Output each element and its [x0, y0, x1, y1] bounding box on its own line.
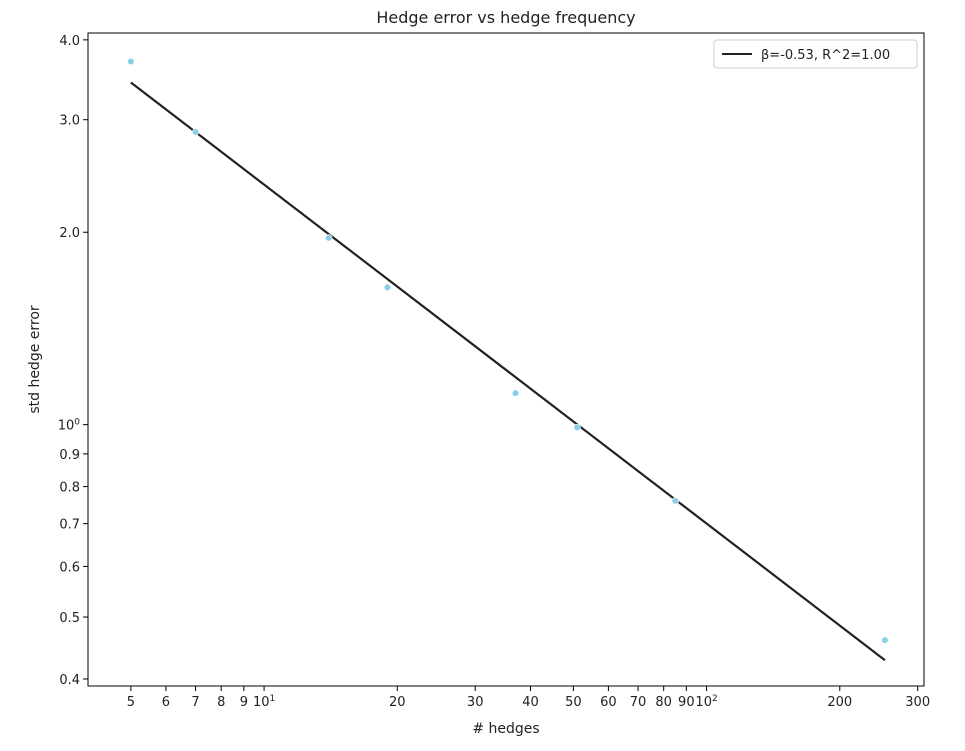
y-axis-label: std hedge error	[27, 305, 43, 414]
fit-line	[130, 81, 886, 662]
y-tick-label: 100	[58, 418, 81, 434]
legend-box	[713, 39, 918, 69]
data-point	[383, 283, 392, 291]
y-tick-label: 0.4	[59, 673, 80, 688]
x-tick-label: 70	[630, 695, 647, 710]
data-point	[573, 423, 581, 432]
x-tick-label: 7	[191, 695, 199, 710]
y-tick-label: 0.7	[59, 518, 80, 533]
data-point	[127, 57, 135, 66]
x-tick-label: 9	[240, 695, 248, 710]
legend-label: β=-0.53, R^2=1.00	[761, 48, 890, 63]
x-tick-label: 8	[217, 695, 225, 710]
y-axis-ticks: 0.4 0.5 0.6 0.7 0.8 0.9 100 2.0 3.0 4.0	[58, 34, 88, 688]
x-tick-label: 20	[389, 695, 406, 710]
x-tick-label: 50	[565, 695, 582, 710]
x-axis-ticks: 5 6 7 8 9 101 20 30 40 50 60 70 80 90 102 200 300	[127, 686, 930, 710]
y-tick-label: 0.9	[59, 448, 80, 463]
x-tick-label: 60	[600, 695, 617, 710]
series-layer	[127, 57, 889, 662]
x-tick-label: 300	[905, 695, 930, 710]
data-point	[881, 636, 889, 644]
data-point	[191, 128, 200, 136]
x-tick-label: 90	[678, 695, 695, 710]
legend: β=-0.53, R^2=1.00	[713, 39, 918, 69]
y-tick-label: 3.0	[59, 114, 80, 129]
x-tick-label: 40	[522, 695, 539, 710]
x-tick-label: 101	[253, 694, 275, 710]
y-tick-label: 0.6	[59, 560, 80, 575]
y-tick-label: 2.0	[59, 226, 80, 241]
x-axis-label: # hedges	[472, 721, 539, 737]
data-point	[511, 389, 520, 397]
data-point	[671, 497, 679, 505]
x-tick-label: 200	[827, 695, 852, 710]
y-tick-label: 0.5	[59, 611, 80, 626]
data-point	[325, 234, 333, 242]
x-tick-label: 80	[655, 695, 672, 710]
x-tick-label: 6	[162, 695, 170, 710]
x-tick-label: 102	[695, 694, 717, 710]
y-tick-label: 0.8	[59, 481, 80, 496]
chart-title: Hedge error vs hedge frequency	[376, 8, 635, 27]
y-tick-label: 4.0	[59, 34, 80, 49]
plot-frame	[87, 32, 925, 687]
x-tick-label: 30	[467, 695, 484, 710]
x-tick-label: 5	[127, 695, 135, 710]
